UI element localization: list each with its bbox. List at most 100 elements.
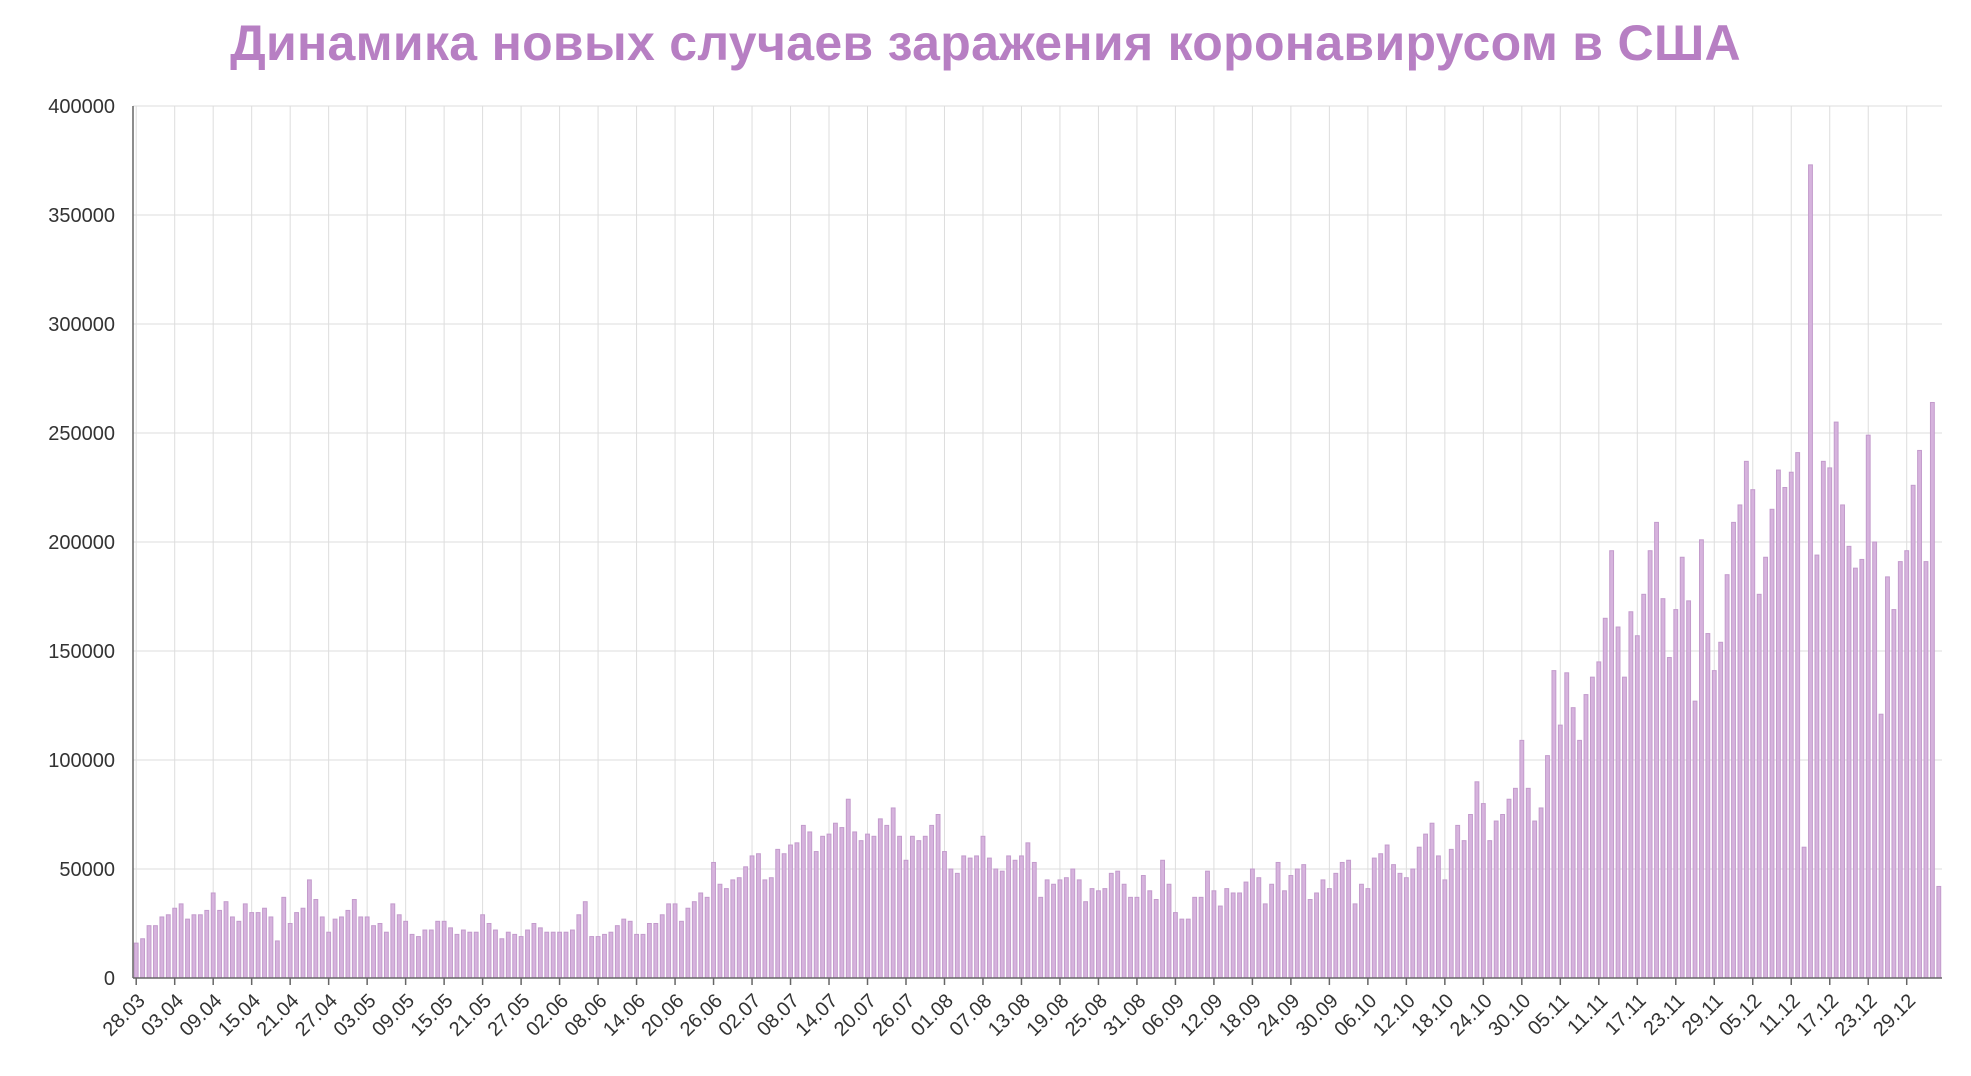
bar (1326, 888, 1332, 979)
bar (294, 912, 300, 979)
bar (153, 925, 158, 979)
grid-layer (133, 105, 1942, 979)
bar (1211, 890, 1217, 979)
bar (833, 822, 838, 979)
bar (672, 903, 678, 979)
bar (178, 903, 184, 979)
bar (1448, 848, 1454, 979)
chart-title: Динамика новых случаев заражения коронав… (230, 15, 1741, 71)
bar (1051, 883, 1056, 979)
y-tick-label: 0 (104, 968, 115, 990)
x-tick-label: 18.10 (1407, 990, 1458, 1041)
bar (332, 918, 338, 979)
bar (1288, 875, 1294, 979)
bar (1102, 888, 1108, 979)
y-tick-label: 350000 (48, 205, 115, 227)
bar (1025, 842, 1031, 979)
x-tick-label: 30.10 (1484, 990, 1535, 1041)
bar (204, 909, 210, 979)
bar (306, 879, 312, 979)
y-tick-label: 150000 (48, 641, 115, 663)
bar (1827, 467, 1833, 979)
bar (1121, 883, 1127, 979)
bar (1140, 875, 1146, 979)
bar (768, 877, 774, 979)
bar (1647, 550, 1653, 979)
x-tick-label: 05.11 (1524, 990, 1574, 1040)
bar (159, 916, 165, 979)
bar (172, 907, 178, 979)
bar (550, 931, 556, 979)
bar (1872, 541, 1878, 979)
bar (1019, 855, 1024, 979)
bar (454, 933, 460, 979)
bar (1840, 504, 1845, 979)
bar (942, 851, 947, 979)
bar (236, 920, 242, 979)
bar (839, 827, 845, 979)
bar (313, 899, 319, 979)
bar (980, 835, 986, 979)
bar (858, 840, 864, 979)
bar (602, 933, 607, 979)
bar (1384, 844, 1390, 979)
bar (1096, 890, 1101, 979)
bar (1070, 868, 1076, 979)
bar (1634, 635, 1640, 979)
bar (916, 840, 922, 979)
x-tick-label: 01.08 (907, 990, 958, 1041)
bar (903, 859, 909, 979)
x-tick-label: 31.08 (1099, 990, 1150, 1041)
bar (1063, 877, 1069, 979)
bar (788, 844, 793, 979)
bar (557, 931, 563, 979)
bar (1692, 700, 1698, 979)
bar (448, 927, 453, 979)
x-tick-label: 15.04 (214, 990, 265, 1041)
bar (1891, 609, 1897, 979)
bar (326, 931, 332, 979)
bar (1352, 903, 1358, 979)
bar (1506, 798, 1512, 979)
bar (1570, 707, 1576, 979)
y-tick-label: 300000 (48, 314, 115, 336)
bar (1731, 521, 1736, 979)
x-tick-label: 20.06 (638, 990, 689, 1041)
bar (1230, 892, 1236, 979)
bar (1609, 550, 1615, 979)
bar (1865, 434, 1871, 979)
x-tick-label: 09.04 (176, 990, 227, 1041)
bar (646, 923, 652, 979)
bar (723, 888, 729, 979)
bar (300, 907, 306, 979)
y-tick-label: 250000 (48, 423, 115, 445)
bar (518, 936, 524, 979)
x-tick-label: 24.10 (1446, 990, 1497, 1041)
bar (659, 914, 665, 979)
x-tick-label: 05.12 (1715, 990, 1766, 1041)
x-tick-label: 28.03 (99, 990, 150, 1041)
bar (1557, 724, 1563, 979)
x-tick-label: 02.06 (522, 990, 573, 1041)
x-tick-label: 08.07 (753, 990, 804, 1041)
bar (1769, 508, 1775, 979)
bar (1391, 864, 1396, 979)
bar (1859, 558, 1865, 979)
bar (191, 914, 197, 979)
x-tick-label: 06.09 (1138, 990, 1189, 1041)
x-tick-label: 11.11 (1563, 990, 1612, 1039)
x-tick-label: 06.10 (1330, 990, 1381, 1041)
bar (1031, 861, 1037, 979)
y-tick-label: 400000 (48, 96, 115, 118)
bar (993, 868, 999, 979)
bar (403, 920, 409, 979)
bar (364, 916, 370, 979)
bar (743, 866, 749, 979)
x-tick-label: 02.07 (715, 990, 766, 1041)
bar (1044, 879, 1050, 979)
x-tick-label: 29.12 (1869, 990, 1920, 1041)
bar (1455, 824, 1461, 979)
bar (1179, 918, 1185, 979)
x-tick-label: 20.07 (830, 990, 881, 1041)
bar (1128, 896, 1133, 979)
